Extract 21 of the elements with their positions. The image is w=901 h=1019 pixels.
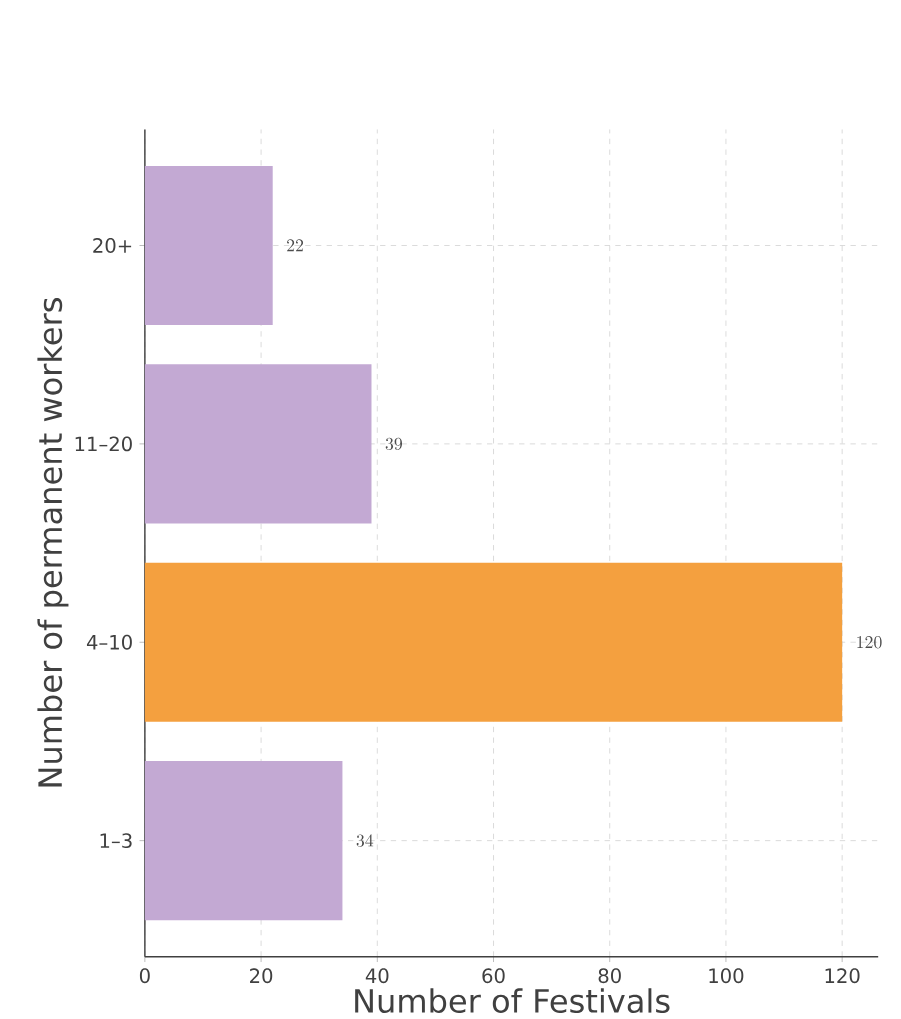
bar (144, 761, 343, 921)
data-label: 34 (356, 834, 373, 847)
bar (144, 562, 842, 722)
data-label: 120 (856, 636, 882, 649)
y-tick-label: 1–3 (100, 833, 132, 849)
x-tick-label: 0 (139, 968, 150, 984)
data-label: 39 (385, 437, 402, 451)
bar (144, 166, 273, 325)
x-tick-label: 20 (249, 968, 273, 984)
y-tick-label: 20+ (93, 238, 131, 253)
y-tick-label: 4–10 (86, 634, 132, 650)
x-tick-label: 120 (825, 968, 860, 984)
bar (144, 364, 372, 524)
x-tick-label: 60 (482, 968, 505, 984)
y-axis-title: Number of permanent workers (37, 298, 69, 787)
x-axis-title: Number of Festivals (354, 988, 670, 1014)
x-tick-label: 40 (365, 968, 389, 984)
x-tick-label: 100 (709, 968, 744, 984)
y-tick-label: 11–20 (75, 436, 132, 452)
x-tick-label: 80 (598, 968, 621, 984)
data-label: 22 (286, 239, 303, 252)
